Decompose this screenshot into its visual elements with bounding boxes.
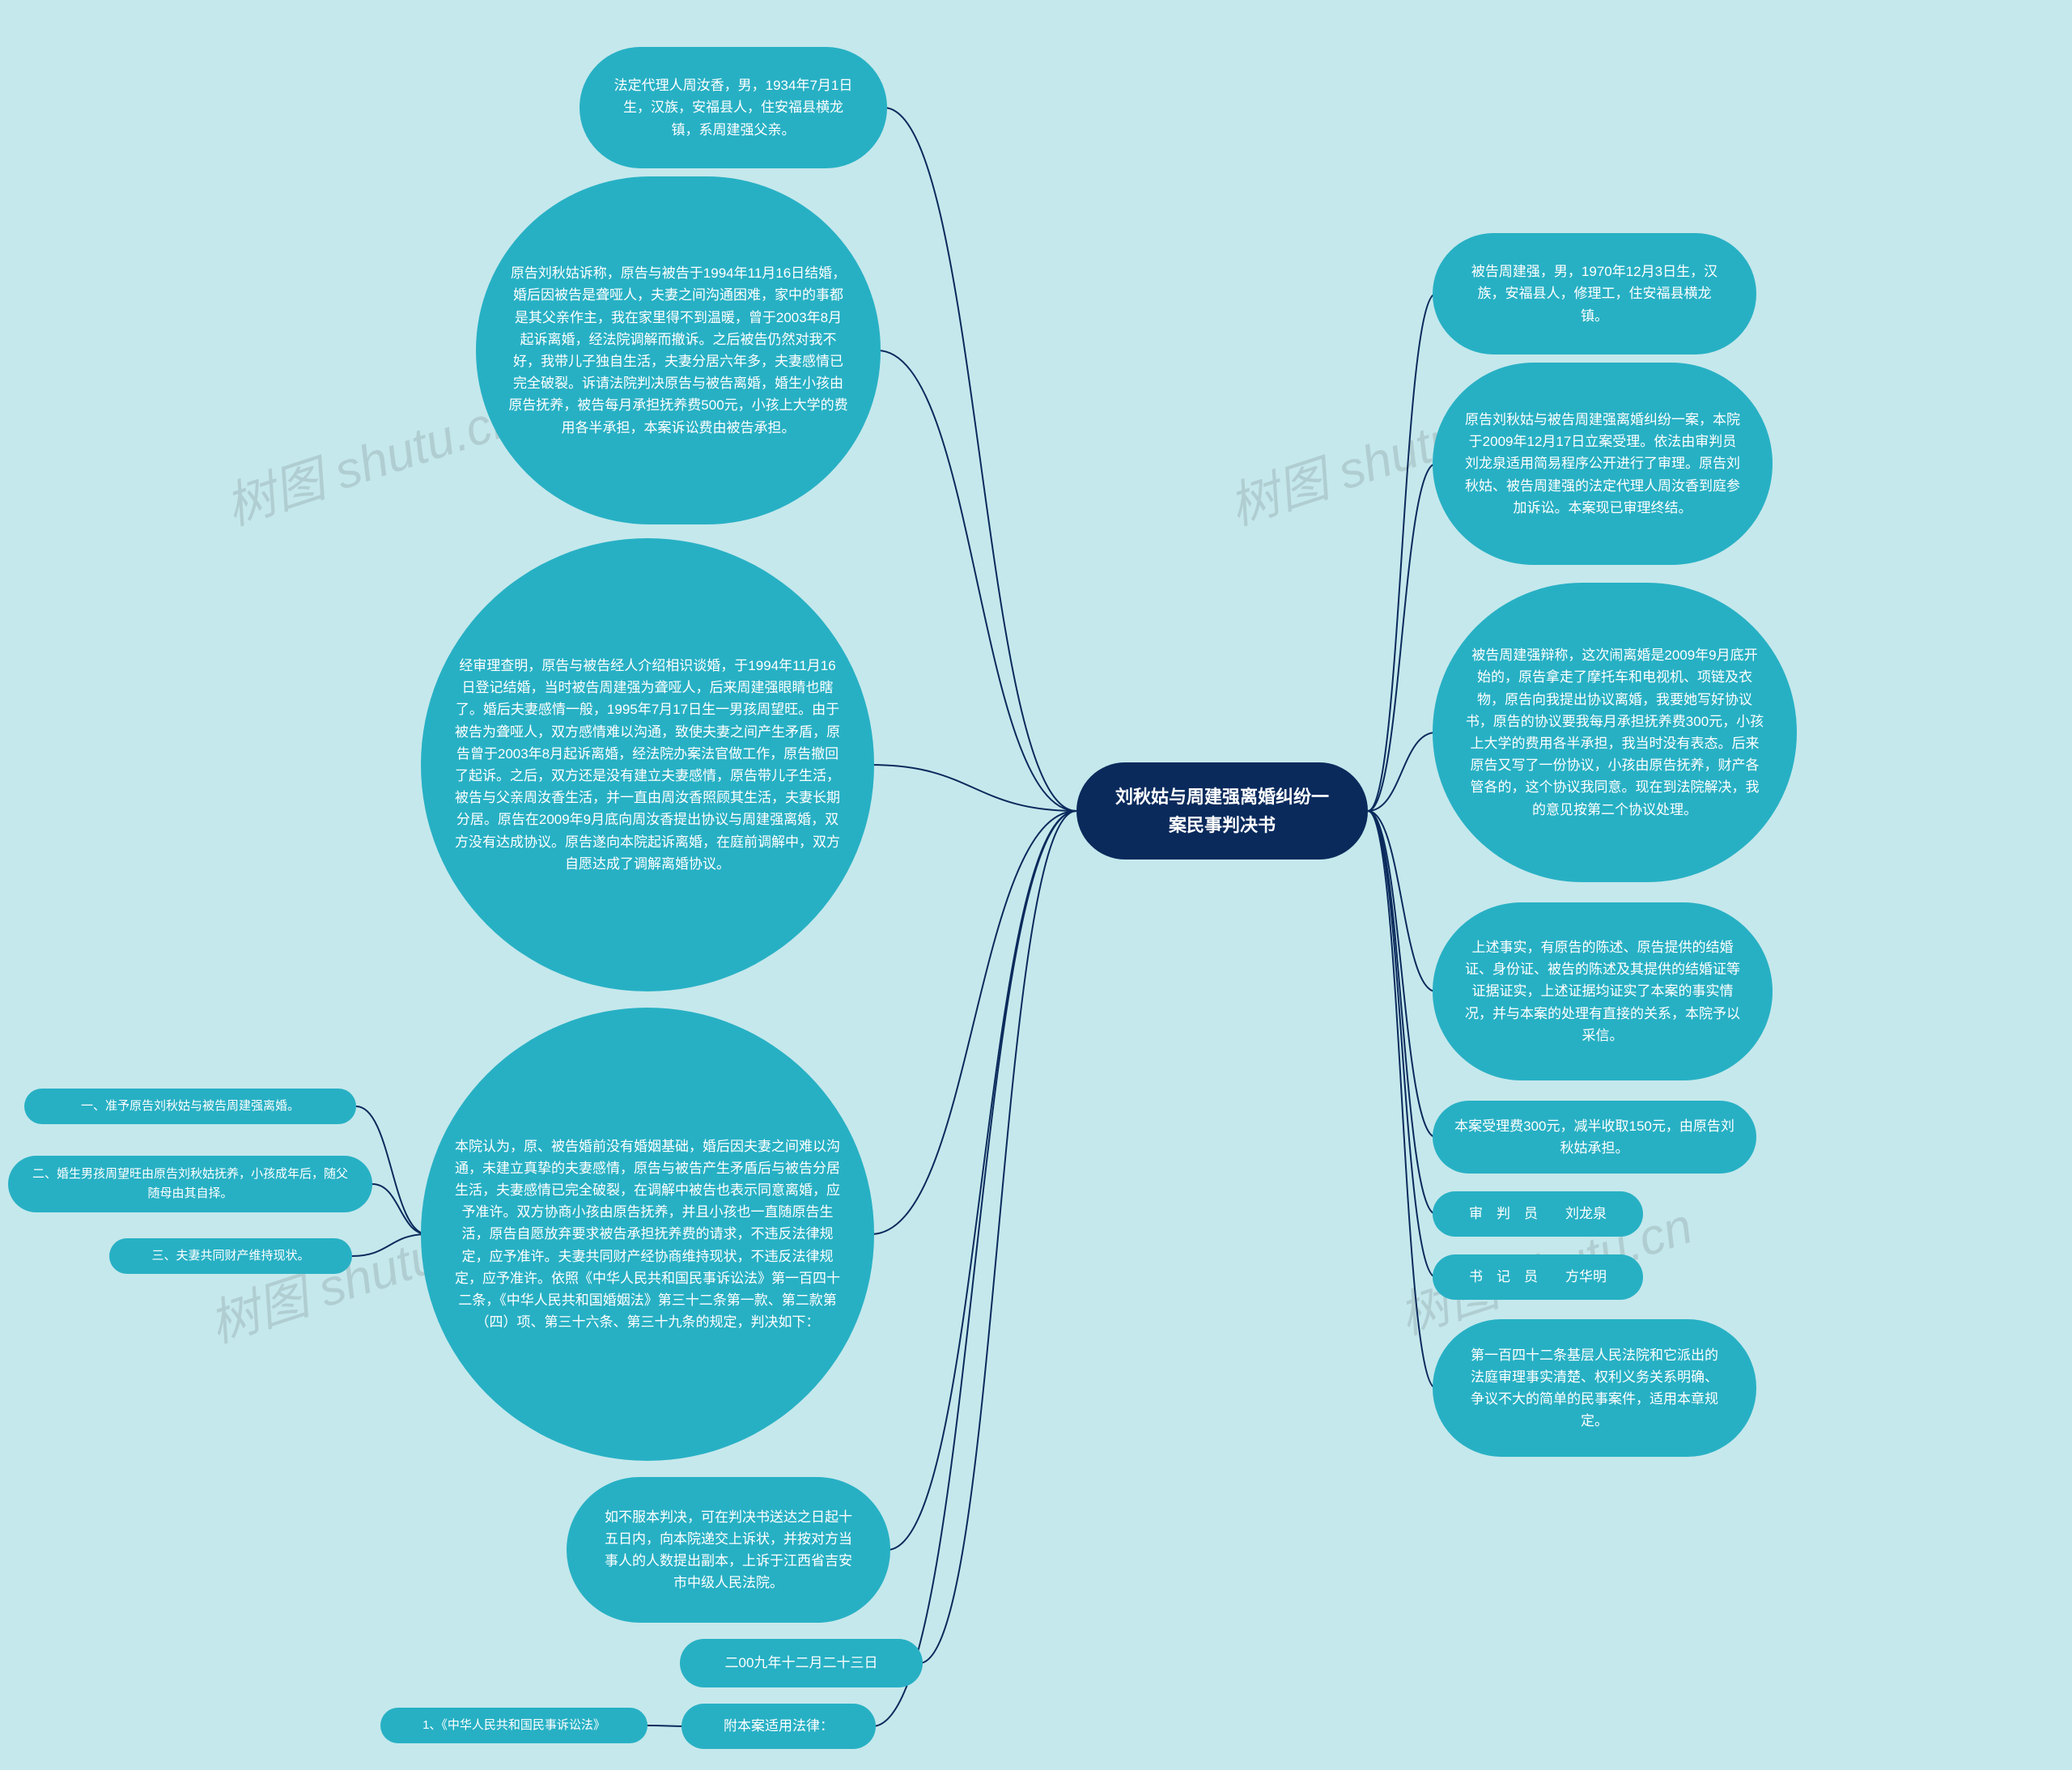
mindmap-node: 原告刘秋姑诉称，原告与被告于1994年11月16日结婚，婚后因被告是聋哑人，夫妻… [476,176,881,524]
edge [871,765,1076,811]
edge-layer [0,0,2072,1770]
node-text: 本案受理费300元，减半收取150元，由原告刘秋姑承担。 [1452,1115,1737,1159]
edge [1368,811,1436,1388]
mindmap-node: 如不服本判决，可在判决书送达之日起十五日内，向本院递交上诉状，并按对方当事人的人… [567,1477,890,1623]
edge [1368,464,1436,811]
mindmap-node: 被告周建强辩称，这次闹离婚是2009年9月底开始的，原告拿走了摩托车和电视机、项… [1433,583,1797,882]
node-text: 本院认为，原、被告婚前没有婚姻基础，婚后因夫妻之间难以沟通，未建立真挚的夫妻感情… [453,1135,842,1334]
edge [887,811,1076,1550]
node-text: 如不服本判决，可在判决书送达之日起十五日内，向本院递交上诉状，并按对方当事人的人… [599,1506,858,1594]
edge [873,811,1076,1726]
node-text: 一、准予原告刘秋姑与被告周建强离婚。 [44,1097,337,1116]
mindmap-node: 原告刘秋姑与被告周建强离婚纠纷一案，本院于2009年12月17日立案受理。依法由… [1433,363,1773,565]
edge [871,811,1076,1234]
node-text: 刘秋姑与周建强离婚纠纷一案民事判决书 [1109,783,1335,839]
mindmap-node: 本案受理费300元，减半收取150元，由原告刘秋姑承担。 [1433,1101,1756,1174]
edge [1368,811,1436,991]
watermark: 树图 shutu.cn [214,376,526,539]
edge [1368,294,1436,811]
node-text: 二00九年十二月二十三日 [699,1652,903,1674]
mindmap-node: 二、婚生男孩周望旺由原告刘秋姑抚养，小孩成年后，随父随母由其自择。 [8,1156,372,1212]
mindmap-node: 附本案适用法律： [681,1704,876,1749]
node-text: 审 判 员 刘龙泉 [1452,1203,1624,1225]
node-text: 上述事实，有原告的陈述、原告提供的结婚证、身份证、被告的陈述及其提供的结婚证等证… [1465,936,1740,1046]
mindmap-node: 三、夫妻共同财产维持现状。 [109,1238,352,1274]
node-text: 经审理查明，原告与被告经人介绍相识谈婚，于1994年11月16日登记结婚，当时被… [453,655,842,875]
edge [919,811,1076,1663]
edge [1368,732,1436,811]
edge [884,108,1076,811]
mindmap-node: 审 判 员 刘龙泉 [1433,1191,1643,1237]
node-text: 书 记 员 方华明 [1452,1266,1624,1288]
mindmap-node: 被告周建强，男，1970年12月3日生，汉族，安福县人，修理工，住安福县横龙镇。 [1433,233,1756,354]
node-text: 附本案适用法律： [701,1715,856,1737]
edge [877,350,1076,811]
mindmap-node: 书 记 员 方华明 [1433,1254,1643,1300]
node-text: 二、婚生男孩周望旺由原告刘秋姑抚养，小孩成年后，随父随母由其自择。 [28,1165,353,1203]
edge [1368,811,1436,1214]
node-text: 1、《中华人民共和国民事诉讼法》 [400,1716,628,1735]
edge [372,1184,427,1234]
mindmap-node: 二00九年十二月二十三日 [680,1639,923,1687]
mindmap-node: 第一百四十二条基层人民法院和它派出的法庭审理事实清楚、权利义务关系明确、争议不大… [1433,1319,1756,1457]
mindmap-node: 一、准予原告刘秋姑与被告周建强离婚。 [24,1089,356,1124]
mindmap-node: 1、《中华人民共和国民事诉讼法》 [380,1708,648,1743]
mindmap-node: 刘秋姑与周建强离婚纠纷一案民事判决书 [1076,762,1368,860]
node-text: 三、夫妻共同财产维持现状。 [129,1246,333,1266]
node-text: 原告刘秋姑诉称，原告与被告于1994年11月16日结婚，婚后因被告是聋哑人，夫妻… [508,262,848,439]
edge [1368,811,1436,1277]
mindmap-node: 本院认为，原、被告婚前没有婚姻基础，婚后因夫妻之间难以沟通，未建立真挚的夫妻感情… [421,1008,874,1461]
mindmap-node: 经审理查明，原告与被告经人介绍相识谈婚，于1994年11月16日登记结婚，当时被… [421,538,874,991]
node-text: 被告周建强，男，1970年12月3日生，汉族，安福县人，修理工，住安福县横龙镇。 [1465,261,1724,327]
edge [352,1234,427,1256]
edge [1368,811,1436,1137]
mindmap-node: 上述事实，有原告的陈述、原告提供的结婚证、身份证、被告的陈述及其提供的结婚证等证… [1433,902,1773,1080]
node-text: 被告周建强辩称，这次闹离婚是2009年9月底开始的，原告拿走了摩托车和电视机、项… [1465,644,1764,821]
node-text: 原告刘秋姑与被告周建强离婚纠纷一案，本院于2009年12月17日立案受理。依法由… [1465,409,1740,519]
node-text: 法定代理人周汝香，男，1934年7月1日生，汉族，安福县人，住安福县横龙镇，系周… [612,74,855,141]
node-text: 第一百四十二条基层人民法院和它派出的法庭审理事实清楚、权利义务关系明确、争议不大… [1465,1344,1724,1433]
mindmap-node: 法定代理人周汝香，男，1934年7月1日生，汉族，安福县人，住安福县横龙镇，系周… [580,47,887,168]
